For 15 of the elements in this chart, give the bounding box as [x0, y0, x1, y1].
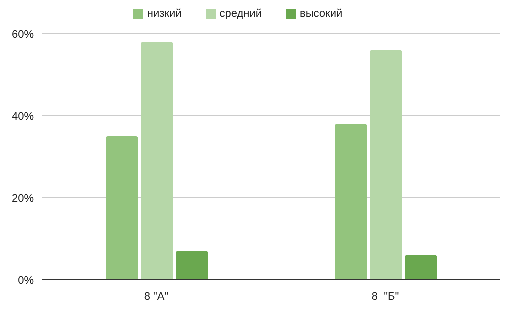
- y-tick-label: 40%: [12, 110, 34, 123]
- bar: [141, 42, 174, 280]
- x-tick-label: 8 "Б": [372, 291, 400, 303]
- legend-label: низкий: [147, 8, 182, 20]
- y-tick-label: 0%: [18, 274, 34, 287]
- y-tick-label: 20%: [12, 192, 34, 205]
- y-tick-label: 60%: [12, 28, 34, 41]
- bar: [106, 136, 138, 280]
- bar: [176, 251, 208, 280]
- bar: [370, 50, 402, 280]
- x-tick-label: 8 "А": [144, 291, 169, 303]
- legend-label: высокий: [300, 8, 343, 20]
- bar: [405, 255, 438, 280]
- bar: [335, 124, 368, 280]
- legend-label: средний: [220, 8, 262, 20]
